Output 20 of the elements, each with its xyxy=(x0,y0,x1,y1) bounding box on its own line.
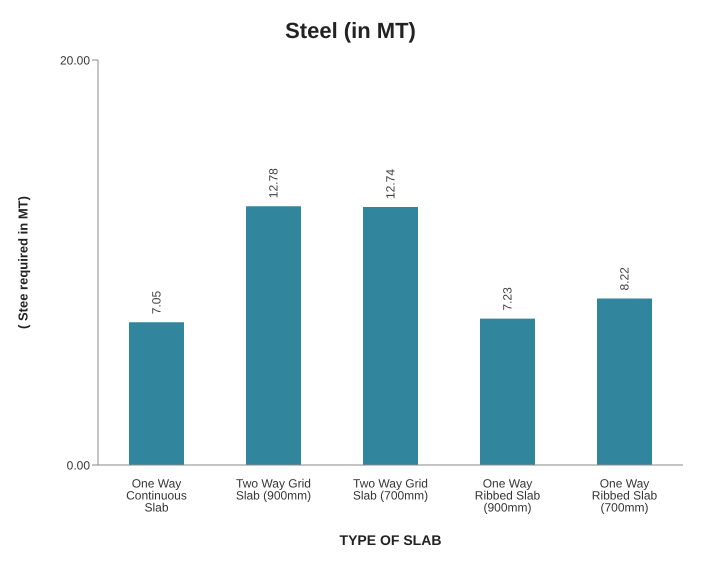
x-tick-label: One Way Continuous Slab xyxy=(126,476,187,515)
x-tick-label: Two Way Grid Slab (900mm) xyxy=(236,476,312,503)
y-axis-title: ( Stee required in MT) xyxy=(16,196,31,329)
x-tick-label: One Way Ribbed Slab (700mm) xyxy=(592,476,658,515)
bar xyxy=(480,318,535,465)
y-tick-label: 0.00 xyxy=(66,458,90,472)
data-label: 7.23 xyxy=(500,286,514,311)
data-label: 7.05 xyxy=(150,290,164,314)
y-tick-label: 20.00 xyxy=(60,53,90,68)
bar xyxy=(363,207,418,465)
data-label: 8.22 xyxy=(618,266,632,291)
bar xyxy=(597,298,652,465)
bar xyxy=(129,322,184,465)
data-label: 12.78 xyxy=(266,168,280,198)
x-axis-title: TYPE OF SLAB xyxy=(340,532,442,548)
x-tick-label: One Way Ribbed Slab (900mm) xyxy=(474,476,541,515)
x-tick-label: Two Way Grid Slab (700mm) xyxy=(352,476,428,503)
bar xyxy=(246,206,301,465)
chart-title: Steel (in MT) xyxy=(284,18,417,44)
data-label: 12.74 xyxy=(384,168,398,200)
